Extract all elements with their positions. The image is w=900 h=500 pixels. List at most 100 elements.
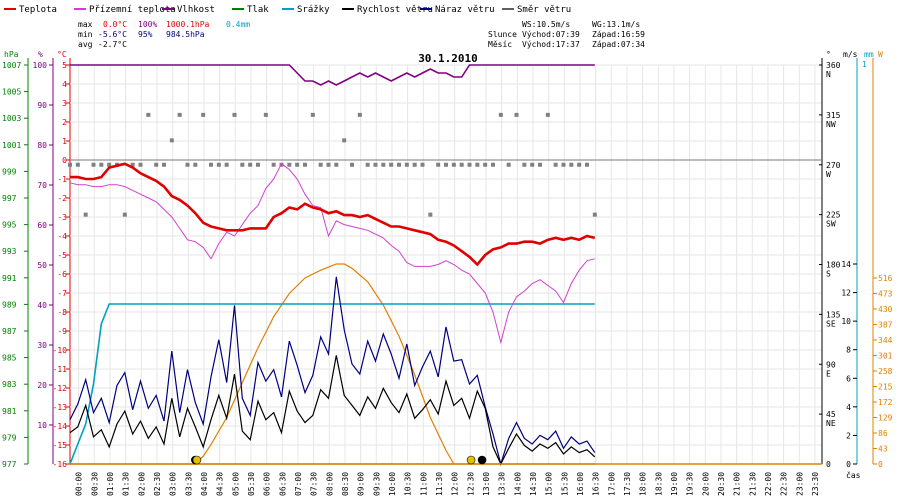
humidity-tick-1: 100 [33, 61, 48, 70]
direction-point-14 [169, 138, 174, 143]
solar-tick-5: 344 [878, 336, 893, 345]
direction-point-30 [295, 162, 300, 167]
direction-tick-9: 0 [826, 460, 831, 469]
direction-tick-2: 315 [826, 111, 841, 120]
x-tick-23: 11:00 [419, 472, 428, 496]
direction-point-16 [185, 162, 190, 167]
direction-name-6: SE [826, 319, 836, 328]
direction-point-23 [240, 162, 245, 167]
solar-tick-12: 43 [878, 445, 888, 454]
direction-point-18 [201, 112, 206, 117]
direction-point-59 [522, 162, 527, 167]
direction-point-68 [592, 212, 597, 217]
direction-point-51 [459, 162, 464, 167]
direction-point-52 [467, 162, 472, 167]
x-tick-44: 21:30 [748, 472, 757, 496]
x-tick-9: 04:00 [200, 472, 209, 496]
direction-point-57 [506, 162, 511, 167]
direction-point-19 [209, 162, 213, 167]
pressure-tick-16: 977 [2, 460, 17, 469]
direction-point-24 [248, 162, 253, 167]
marker-moonset [192, 455, 202, 465]
x-tick-6: 02:30 [153, 472, 162, 496]
pressure-tick-7: 995 [2, 221, 17, 230]
x-tick-10: 04:30 [216, 472, 225, 496]
direction-tick-3: 270 [826, 161, 841, 170]
solar-tick-8: 215 [878, 383, 893, 392]
stats-max-hum: 100% [138, 20, 157, 29]
temp-tick-21: -15 [53, 441, 68, 450]
direction-point-37 [350, 162, 354, 167]
direction-point-55 [491, 162, 495, 167]
direction-point-15 [177, 112, 182, 117]
pressure-tick-6: 997 [2, 194, 17, 203]
pressure-tick-3: 1003 [2, 114, 21, 123]
direction-point-12 [154, 162, 159, 167]
wind-speed-max: WS:10.5m/s [522, 20, 570, 29]
x-tick-8: 03:30 [184, 472, 193, 496]
x-axis-label: čas [846, 470, 861, 480]
temp-tick-4: 2 [62, 118, 67, 127]
direction-point-45 [412, 162, 417, 167]
solar-tick-13: 0 [878, 460, 883, 469]
legend-label-2: Přízemní teplota [89, 5, 176, 15]
pressure-tick-5: 999 [2, 167, 17, 176]
temp-tick-2: 4 [62, 80, 67, 89]
x-tick-1: 00:00 [75, 472, 84, 496]
direction-tick-8: 45 [826, 410, 836, 419]
wind-tick-6: 4 [846, 403, 851, 412]
pressure-tick-11: 987 [2, 327, 17, 336]
x-tick-16: 07:30 [310, 472, 319, 496]
pressure-tick-2: 1005 [2, 88, 21, 97]
direction-point-53 [475, 162, 480, 167]
x-tick-42: 20:30 [717, 472, 726, 496]
series-rain [69, 303, 595, 465]
series-humidity [70, 64, 595, 86]
humidity-tick-4: 70 [37, 181, 47, 190]
pressure-tick-9: 991 [2, 274, 17, 283]
x-tick-29: 14:00 [513, 472, 522, 496]
humidity-tick-5: 60 [37, 221, 47, 230]
direction-point-41 [381, 162, 386, 167]
x-tick-17: 08:00 [325, 472, 334, 496]
direction-point-38 [357, 112, 362, 117]
x-tick-47: 23:00 [795, 472, 804, 496]
solar-tick-4: 387 [878, 321, 893, 330]
axis-unit-solar: W [878, 50, 883, 59]
pressure-tick-12: 985 [2, 354, 17, 363]
wind-tick-8: 0 [846, 460, 851, 469]
temp-tick-16: -10 [53, 346, 68, 355]
sun-set: Západ:16:59 [592, 30, 645, 39]
temp-tick-12: -6 [57, 270, 67, 279]
direction-point-64 [561, 162, 566, 167]
axis-unit-temperature: °C [57, 50, 67, 59]
x-tick-5: 02:00 [137, 472, 146, 496]
axis-unit-wind: m/s [843, 50, 858, 59]
x-tick-3: 01:00 [106, 472, 115, 496]
direction-point-61 [538, 162, 542, 167]
wind-tick-3: 10 [841, 317, 851, 326]
x-tick-34: 16:30 [592, 472, 601, 496]
humidity-tick-2: 90 [37, 101, 47, 110]
x-tick-46: 22:30 [780, 472, 789, 496]
series-solar [194, 263, 455, 465]
direction-point-17 [193, 162, 198, 167]
direction-point-11 [146, 112, 151, 117]
x-tick-36: 17:30 [623, 472, 632, 496]
direction-point-33 [318, 162, 323, 167]
direction-name-7: E [826, 369, 831, 378]
direction-point-39 [365, 162, 370, 167]
temp-tick-6: 0 [62, 156, 67, 165]
sun-rise: Východ:07:39 [522, 30, 580, 39]
x-tick-43: 21:00 [733, 472, 742, 496]
direction-point-3 [83, 212, 88, 217]
direction-name-5: S [826, 270, 831, 279]
solar-tick-6: 301 [878, 352, 893, 361]
stats-avg-temp: -2.7°C [98, 40, 127, 49]
direction-point-42 [389, 162, 394, 167]
direction-point-58 [514, 112, 519, 117]
pressure-tick-8: 993 [2, 247, 17, 256]
legend-label-1: Teplota [19, 5, 57, 15]
direction-point-4 [91, 162, 96, 167]
moon-set: Západ:07:34 [592, 40, 645, 49]
